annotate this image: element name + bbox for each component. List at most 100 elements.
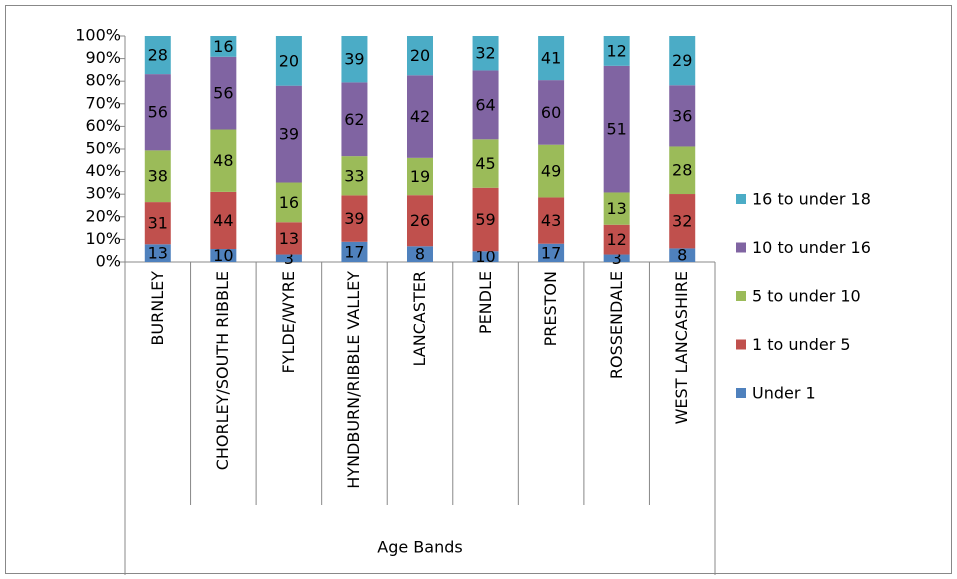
- bar-segment: [407, 246, 433, 262]
- data-label: 20: [279, 51, 299, 70]
- bar-segment: [144, 74, 171, 151]
- bar-segment: [472, 187, 499, 252]
- data-label: 16: [279, 193, 299, 212]
- data-label: 13: [606, 199, 626, 218]
- bar-segment: [603, 254, 630, 262]
- data-label: 43: [541, 211, 561, 230]
- data-label: 12: [606, 41, 626, 60]
- x-tick-label: PENDLE: [475, 271, 495, 335]
- legend-label: 10 to under 16: [752, 238, 871, 257]
- bar-segment: [144, 244, 171, 262]
- bar-segment: [210, 36, 237, 57]
- data-label: 44: [213, 211, 233, 230]
- data-label: 28: [672, 161, 692, 180]
- data-label: 38: [148, 167, 168, 186]
- data-label: 3: [612, 249, 622, 268]
- bar-segment: [341, 156, 368, 196]
- bar-segment: [341, 82, 368, 157]
- bar-segment: [341, 195, 368, 242]
- data-label: 42: [410, 107, 430, 126]
- data-label: 19: [410, 167, 430, 186]
- x-tick-label: FYLDE/WYRE: [278, 271, 298, 374]
- legend-label: 1 to under 5: [752, 335, 851, 354]
- legend-swatch: [736, 339, 746, 350]
- bar-segment: [210, 129, 237, 192]
- y-tick-label: 40%: [85, 161, 121, 180]
- y-tick-label: 20%: [85, 206, 121, 225]
- data-label: 56: [148, 103, 168, 122]
- data-label: 59: [475, 210, 495, 229]
- x-tick-label: CHORLEY/SOUTH RIBBLE: [213, 271, 233, 471]
- bar-segment: [472, 139, 499, 188]
- y-tick-label: 50%: [85, 139, 121, 158]
- bar-segment: [669, 248, 696, 262]
- bar-segment: [538, 144, 565, 198]
- bar-segment: [538, 243, 565, 262]
- data-label: 17: [344, 242, 364, 261]
- data-label: 20: [410, 46, 430, 65]
- bar-segment: [275, 222, 302, 255]
- bar-segment: [603, 192, 630, 225]
- data-label: 10: [475, 247, 495, 266]
- legend-label: 5 to under 10: [752, 287, 861, 306]
- y-tick-label: 100%: [75, 26, 121, 45]
- data-label: 26: [410, 211, 430, 230]
- y-tick-label: 30%: [85, 184, 121, 203]
- bar-segment: [538, 197, 565, 244]
- legend-swatch: [736, 388, 746, 398]
- bar-segment: [210, 191, 237, 250]
- data-label: 32: [672, 212, 692, 231]
- data-label: 8: [677, 246, 687, 265]
- y-tick-label: 60%: [85, 116, 121, 135]
- x-tick-label: WEST LANCASHIRE: [672, 271, 692, 425]
- data-label: 28: [148, 46, 168, 65]
- data-label: 16: [213, 37, 233, 56]
- x-tick-label: BURNLEY: [147, 271, 167, 346]
- bar-segment: [144, 202, 171, 245]
- data-label: 39: [344, 50, 364, 69]
- data-label: 56: [213, 84, 233, 103]
- bar-segment: [275, 182, 302, 223]
- data-label: 17: [541, 243, 561, 262]
- data-label: 48: [213, 151, 233, 170]
- bar-segment: [538, 80, 565, 145]
- bar-segment: [472, 70, 499, 140]
- bar-segment: [407, 36, 433, 76]
- legend-swatch: [736, 291, 746, 301]
- data-label: 13: [148, 244, 168, 263]
- bar-segment: [341, 241, 368, 262]
- data-label: 39: [279, 125, 299, 144]
- data-label: 13: [279, 229, 299, 248]
- bar-segment: [603, 224, 630, 255]
- data-label: 41: [541, 49, 561, 68]
- bar-segment: [210, 56, 237, 130]
- x-tick-label: HYNDBURN/RIBBLE VALLEY: [344, 271, 364, 489]
- legend-label: 16 to under 18: [752, 190, 871, 209]
- y-tick-label: 90%: [85, 48, 121, 67]
- bar-segment: [210, 249, 237, 262]
- x-axis-title: Age Bands: [377, 538, 462, 557]
- data-label: 32: [475, 44, 495, 63]
- bar-segment: [341, 36, 368, 83]
- bar-segment: [603, 65, 630, 193]
- data-label: 10: [213, 246, 233, 265]
- y-tick-label: 0%: [96, 252, 121, 271]
- y-tick-label: 70%: [85, 93, 121, 112]
- x-tick-label: PRESTON: [541, 271, 561, 347]
- bar-segment: [407, 75, 433, 158]
- bar-segment: [472, 251, 499, 262]
- y-tick-label: 80%: [85, 71, 121, 90]
- data-label: 36: [672, 106, 692, 125]
- data-label: 33: [344, 166, 364, 185]
- legend-swatch: [736, 242, 746, 253]
- bar-segment: [144, 150, 171, 203]
- bar-segment: [275, 36, 302, 86]
- x-tick-label: ROSSENDALE: [606, 271, 626, 380]
- bar-segment: [144, 36, 171, 75]
- bar-segment: [669, 194, 696, 249]
- data-label: 12: [606, 230, 626, 249]
- bar-segment: [669, 146, 696, 195]
- data-label: 29: [672, 51, 692, 70]
